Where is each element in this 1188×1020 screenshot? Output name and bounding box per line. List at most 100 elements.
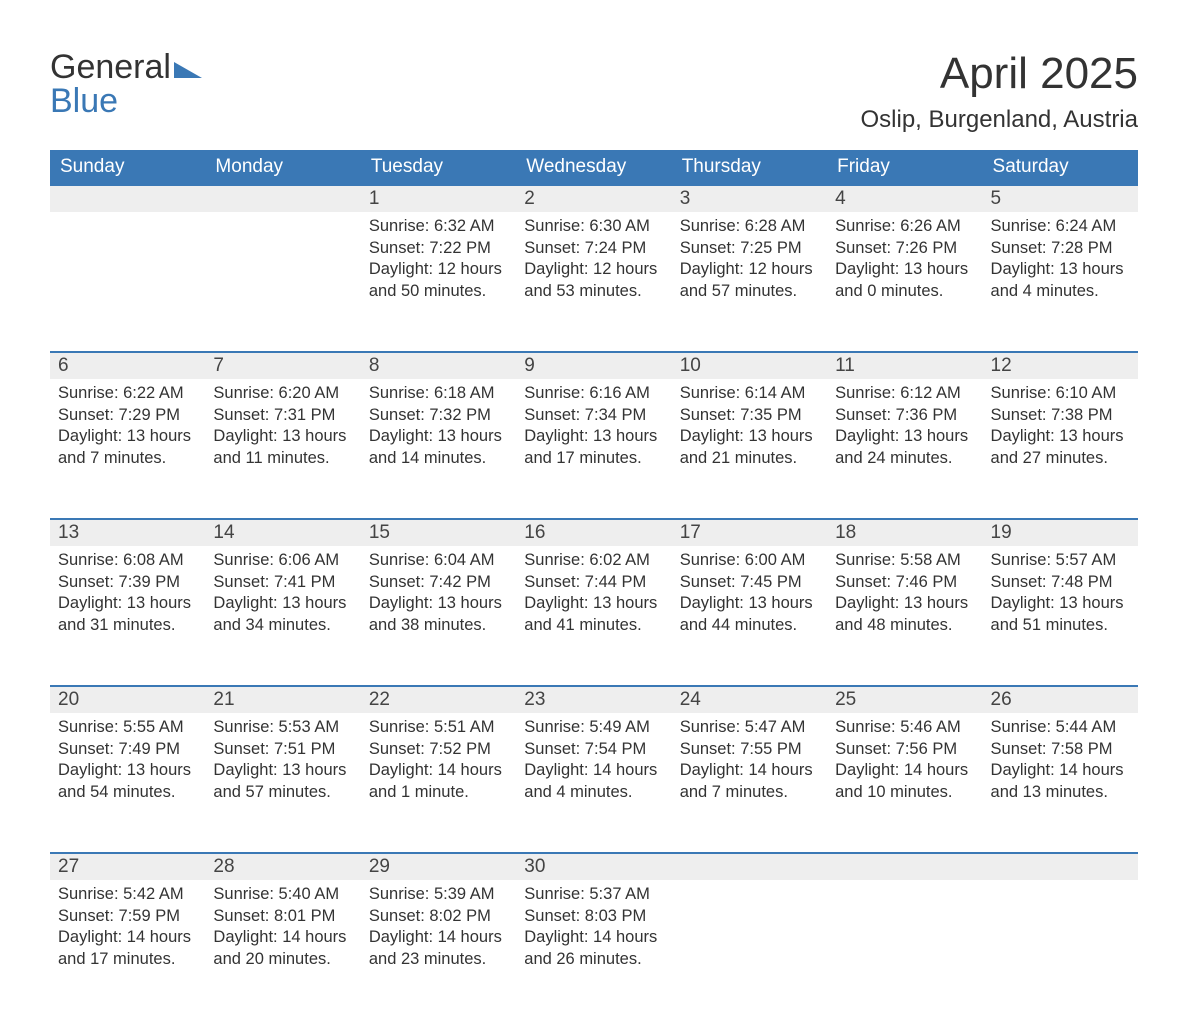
sunset-text: Sunset: 7:44 PM xyxy=(524,572,663,593)
day-content: Sunrise: 6:18 AMSunset: 7:32 PMDaylight:… xyxy=(361,379,516,479)
daylight-text: Daylight: 13 hours xyxy=(991,593,1130,614)
day-number: 19 xyxy=(983,520,1138,546)
daylight-text: and 23 minutes. xyxy=(369,949,508,970)
daylight-text: and 27 minutes. xyxy=(991,448,1130,469)
daynum-cell: 4 xyxy=(827,185,982,212)
day-cell: Sunrise: 5:51 AMSunset: 7:52 PMDaylight:… xyxy=(361,713,516,853)
day-number: 14 xyxy=(205,520,360,546)
day-content: Sunrise: 5:42 AMSunset: 7:59 PMDaylight:… xyxy=(50,880,205,980)
daylight-text: Daylight: 13 hours xyxy=(213,426,352,447)
day-cell: Sunrise: 6:08 AMSunset: 7:39 PMDaylight:… xyxy=(50,546,205,686)
daylight-text: and 10 minutes. xyxy=(835,782,974,803)
sunrise-text: Sunrise: 6:26 AM xyxy=(835,216,974,237)
day-cell: Sunrise: 6:04 AMSunset: 7:42 PMDaylight:… xyxy=(361,546,516,686)
day-number: 10 xyxy=(672,353,827,379)
daynum-cell: 18 xyxy=(827,519,982,546)
daylight-text: Daylight: 14 hours xyxy=(991,760,1130,781)
day-number: 13 xyxy=(50,520,205,546)
daynum-cell: 15 xyxy=(361,519,516,546)
day-content: Sunrise: 5:37 AMSunset: 8:03 PMDaylight:… xyxy=(516,880,671,980)
sunset-text: Sunset: 7:28 PM xyxy=(991,238,1130,259)
brand-line1: General xyxy=(50,48,171,86)
daynum-cell: 28 xyxy=(205,853,360,880)
day-content: Sunrise: 6:24 AMSunset: 7:28 PMDaylight:… xyxy=(983,212,1138,312)
daylight-text: Daylight: 14 hours xyxy=(524,760,663,781)
daylight-text: and 57 minutes. xyxy=(680,281,819,302)
daylight-text: and 54 minutes. xyxy=(58,782,197,803)
daylight-text: and 7 minutes. xyxy=(680,782,819,803)
day-content: Sunrise: 5:44 AMSunset: 7:58 PMDaylight:… xyxy=(983,713,1138,813)
daylight-text: and 53 minutes. xyxy=(524,281,663,302)
daylight-text: Daylight: 13 hours xyxy=(369,593,508,614)
day-content: Sunrise: 5:40 AMSunset: 8:01 PMDaylight:… xyxy=(205,880,360,980)
day-number: 16 xyxy=(516,520,671,546)
daylight-text: Daylight: 12 hours xyxy=(680,259,819,280)
daylight-text: and 34 minutes. xyxy=(213,615,352,636)
daylight-text: and 13 minutes. xyxy=(991,782,1130,803)
sunset-text: Sunset: 7:41 PM xyxy=(213,572,352,593)
daylight-text: and 20 minutes. xyxy=(213,949,352,970)
sunset-text: Sunset: 8:01 PM xyxy=(213,906,352,927)
daylight-text: Daylight: 13 hours xyxy=(213,760,352,781)
daylight-text: Daylight: 14 hours xyxy=(369,927,508,948)
sunrise-text: Sunrise: 5:51 AM xyxy=(369,717,508,738)
day-number: 8 xyxy=(361,353,516,379)
day-number: 24 xyxy=(672,687,827,713)
sunrise-text: Sunrise: 6:16 AM xyxy=(524,383,663,404)
sunrise-text: Sunrise: 6:08 AM xyxy=(58,550,197,571)
daylight-text: and 48 minutes. xyxy=(835,615,974,636)
sunrise-text: Sunrise: 6:00 AM xyxy=(680,550,819,571)
daynum-cell: 10 xyxy=(672,352,827,379)
daynum-cell: 2 xyxy=(516,185,671,212)
weekday-header: Wednesday xyxy=(516,150,671,185)
sunset-text: Sunset: 7:35 PM xyxy=(680,405,819,426)
day-cell xyxy=(205,212,360,352)
brand-logo: General Blue xyxy=(50,50,202,118)
day-number: 18 xyxy=(827,520,982,546)
week-row: Sunrise: 5:42 AMSunset: 7:59 PMDaylight:… xyxy=(50,880,1138,1020)
sunset-text: Sunset: 7:51 PM xyxy=(213,739,352,760)
daylight-text: Daylight: 13 hours xyxy=(213,593,352,614)
daylight-text: Daylight: 13 hours xyxy=(58,593,197,614)
daynum-cell: 14 xyxy=(205,519,360,546)
location-label: Oslip, Burgenland, Austria xyxy=(861,106,1139,134)
daylight-text: Daylight: 13 hours xyxy=(369,426,508,447)
day-cell: Sunrise: 6:20 AMSunset: 7:31 PMDaylight:… xyxy=(205,379,360,519)
daynum-cell: 21 xyxy=(205,686,360,713)
day-cell: Sunrise: 6:24 AMSunset: 7:28 PMDaylight:… xyxy=(983,212,1138,352)
day-content: Sunrise: 6:20 AMSunset: 7:31 PMDaylight:… xyxy=(205,379,360,479)
sunset-text: Sunset: 7:58 PM xyxy=(991,739,1130,760)
sunrise-text: Sunrise: 6:04 AM xyxy=(369,550,508,571)
weekday-header: Tuesday xyxy=(361,150,516,185)
day-content: Sunrise: 6:00 AMSunset: 7:45 PMDaylight:… xyxy=(672,546,827,646)
daynum-cell: 12 xyxy=(983,352,1138,379)
day-content: Sunrise: 5:46 AMSunset: 7:56 PMDaylight:… xyxy=(827,713,982,813)
daynum-cell: 9 xyxy=(516,352,671,379)
day-cell: Sunrise: 6:28 AMSunset: 7:25 PMDaylight:… xyxy=(672,212,827,352)
weekday-header: Friday xyxy=(827,150,982,185)
day-number: 25 xyxy=(827,687,982,713)
day-number: 29 xyxy=(361,854,516,880)
daylight-text: Daylight: 13 hours xyxy=(991,426,1130,447)
brand-line2: Blue xyxy=(50,82,118,120)
sunset-text: Sunset: 7:24 PM xyxy=(524,238,663,259)
daylight-text: and 51 minutes. xyxy=(991,615,1130,636)
daynum-row: 13141516171819 xyxy=(50,519,1138,546)
day-number: 11 xyxy=(827,353,982,379)
daynum-cell: 26 xyxy=(983,686,1138,713)
day-number: 28 xyxy=(205,854,360,880)
sunrise-text: Sunrise: 5:55 AM xyxy=(58,717,197,738)
day-cell: Sunrise: 6:02 AMSunset: 7:44 PMDaylight:… xyxy=(516,546,671,686)
sunset-text: Sunset: 7:31 PM xyxy=(213,405,352,426)
day-cell: Sunrise: 6:26 AMSunset: 7:26 PMDaylight:… xyxy=(827,212,982,352)
daylight-text: Daylight: 12 hours xyxy=(369,259,508,280)
daynum-cell: 16 xyxy=(516,519,671,546)
week-row: Sunrise: 6:32 AMSunset: 7:22 PMDaylight:… xyxy=(50,212,1138,352)
daynum-cell: 29 xyxy=(361,853,516,880)
sunrise-text: Sunrise: 6:14 AM xyxy=(680,383,819,404)
daylight-text: Daylight: 13 hours xyxy=(524,426,663,447)
daynum-cell: 1 xyxy=(361,185,516,212)
sunrise-text: Sunrise: 5:53 AM xyxy=(213,717,352,738)
day-cell: Sunrise: 5:53 AMSunset: 7:51 PMDaylight:… xyxy=(205,713,360,853)
daynum-row: 6789101112 xyxy=(50,352,1138,379)
